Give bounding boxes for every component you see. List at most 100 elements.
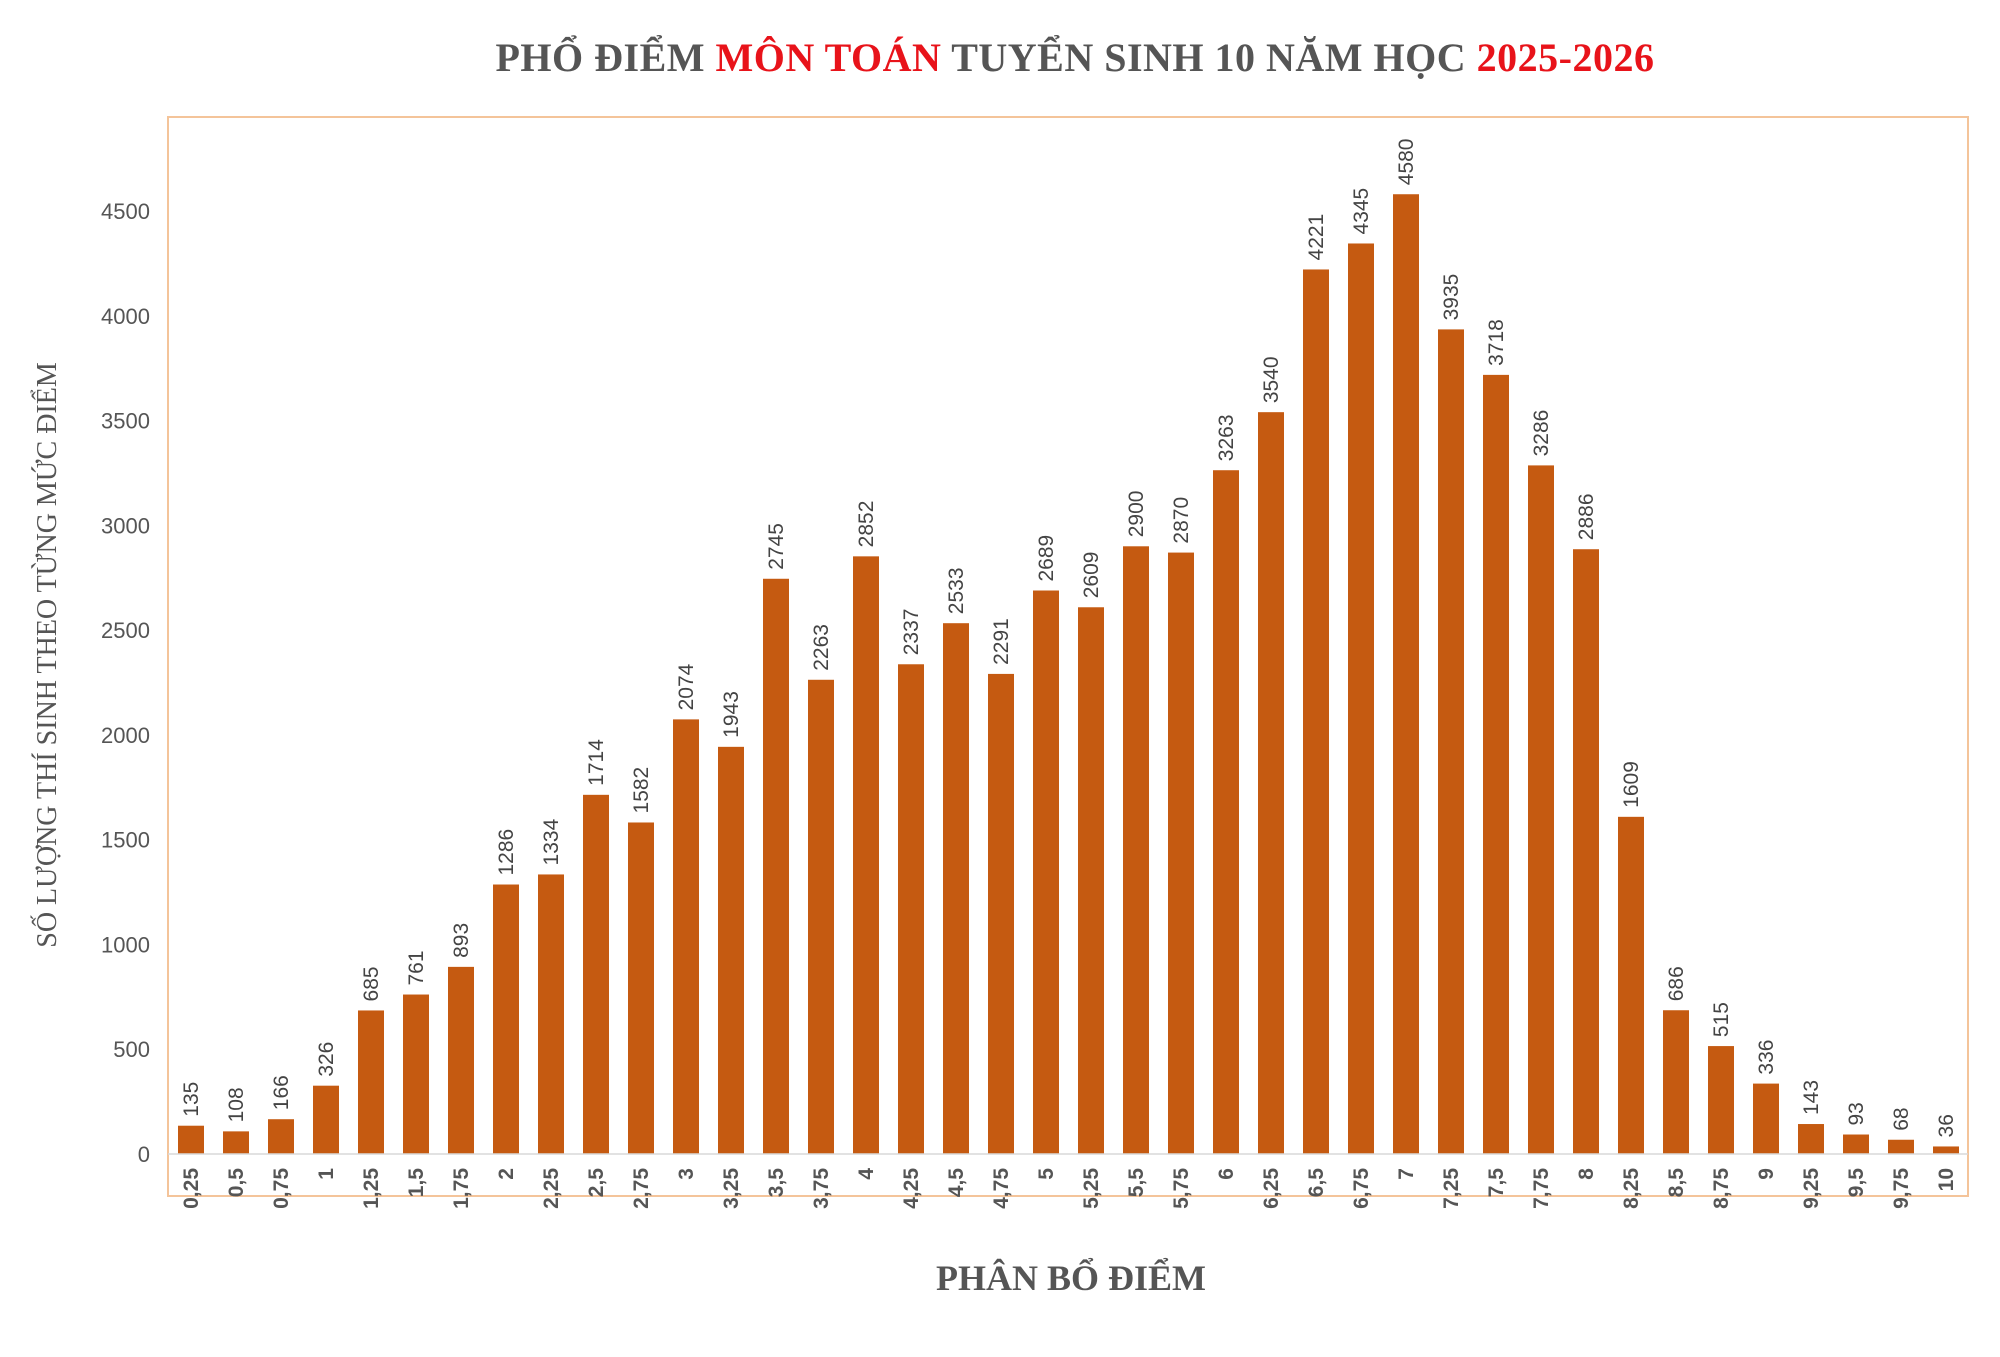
bar bbox=[1393, 194, 1419, 1155]
bar bbox=[1933, 1146, 1959, 1154]
bar bbox=[1753, 1083, 1779, 1154]
y-tick-label: 4000 bbox=[101, 304, 150, 329]
bar bbox=[403, 994, 429, 1154]
y-tick-label: 4500 bbox=[101, 199, 150, 224]
chart-title: PHỔ ĐIỂM MÔN TOÁN TUYỂN SINH 10 NĂM HỌC … bbox=[0, 34, 2000, 81]
bar bbox=[583, 794, 609, 1154]
x-tick-label: 7 bbox=[1395, 1168, 1418, 1180]
x-tick-label: 4,75 bbox=[990, 1168, 1013, 1209]
x-tick-label: 10 bbox=[1935, 1168, 1958, 1191]
bar bbox=[448, 966, 474, 1154]
bar bbox=[358, 1010, 384, 1154]
data-labels: 135 108 166 326 685 761 893 1286 1334 1714 1582 207… bbox=[180, 139, 1958, 1138]
data-label: 3935 bbox=[1440, 274, 1463, 321]
x-tick-label: 5,25 bbox=[1080, 1168, 1103, 1209]
x-tick-label: 8,5 bbox=[1665, 1168, 1688, 1198]
data-label: 2263 bbox=[810, 624, 833, 671]
x-tick-label: 3 bbox=[675, 1168, 698, 1180]
y-tick-label: 3000 bbox=[101, 513, 150, 538]
bar bbox=[628, 822, 654, 1154]
data-label: 1286 bbox=[495, 829, 518, 876]
bar bbox=[718, 746, 744, 1154]
data-label: 1334 bbox=[540, 818, 563, 865]
data-label: 2609 bbox=[1080, 552, 1103, 599]
data-label: 2337 bbox=[900, 609, 923, 656]
bar bbox=[313, 1085, 339, 1154]
data-label: 2852 bbox=[855, 501, 878, 548]
bar bbox=[988, 673, 1014, 1154]
y-axis-ticks: 0 500 1000 1500 2000 2500 3000 3500 4000 4500 bbox=[101, 199, 150, 1167]
bar bbox=[1708, 1046, 1734, 1154]
x-tick-label: 5 bbox=[1035, 1168, 1058, 1180]
data-label: 2870 bbox=[1170, 497, 1193, 544]
data-label: 2900 bbox=[1125, 491, 1148, 538]
title-part-3: TUYỂN SINH 10 NĂM HỌC bbox=[941, 35, 1477, 80]
x-tick-label: 0,25 bbox=[180, 1168, 203, 1209]
data-label: 108 bbox=[225, 1087, 248, 1122]
x-tick-label: 8,75 bbox=[1710, 1168, 1733, 1209]
x-tick-label: 9,75 bbox=[1890, 1168, 1913, 1209]
data-label: 1609 bbox=[1620, 761, 1643, 808]
y-tick-label: 3500 bbox=[101, 409, 150, 434]
x-tick-label: 6 bbox=[1215, 1168, 1238, 1180]
data-label: 761 bbox=[405, 950, 428, 985]
data-label: 68 bbox=[1890, 1107, 1913, 1130]
data-label: 4221 bbox=[1305, 214, 1328, 261]
bar bbox=[673, 719, 699, 1154]
data-label: 3718 bbox=[1485, 319, 1508, 366]
bar bbox=[178, 1125, 204, 1154]
bar bbox=[808, 679, 834, 1154]
x-tick-label: 4,25 bbox=[900, 1168, 923, 1209]
x-tick-label: 7,75 bbox=[1530, 1168, 1553, 1209]
bar bbox=[1663, 1010, 1689, 1154]
bar bbox=[1528, 465, 1554, 1154]
title-part-1: PHỔ ĐIỂM bbox=[495, 35, 716, 80]
bar bbox=[1168, 552, 1194, 1154]
x-tick-label: 6,75 bbox=[1350, 1168, 1373, 1209]
data-label: 3263 bbox=[1215, 415, 1238, 462]
data-label: 326 bbox=[315, 1042, 338, 1077]
title-subject: MÔN TOÁN bbox=[715, 35, 942, 80]
bar bbox=[223, 1131, 249, 1154]
x-axis-title: PHÂN BỔ ĐIỂM bbox=[936, 1257, 1206, 1298]
bar bbox=[763, 578, 789, 1154]
x-tick-label: 9,25 bbox=[1800, 1168, 1823, 1209]
x-tick-label: 2,75 bbox=[630, 1168, 653, 1209]
bars bbox=[178, 194, 1959, 1155]
x-tick-label: 3,5 bbox=[765, 1168, 788, 1198]
bar bbox=[943, 623, 969, 1154]
x-tick-label: 2,5 bbox=[585, 1168, 608, 1198]
x-axis-ticks: 0,25 0,5 0,75 1 1,25 1,5 1,75 2 2,25 2,5 2,75 3 3,25… bbox=[180, 1168, 1958, 1209]
bar bbox=[493, 884, 519, 1154]
data-label: 2074 bbox=[675, 663, 698, 710]
data-label: 1714 bbox=[585, 739, 608, 786]
data-label: 143 bbox=[1800, 1080, 1823, 1115]
x-tick-label: 2 bbox=[495, 1168, 518, 1180]
bar bbox=[538, 874, 564, 1154]
x-tick-label: 8 bbox=[1575, 1168, 1598, 1180]
x-tick-label: 4 bbox=[855, 1168, 878, 1180]
data-label: 2291 bbox=[990, 618, 1013, 665]
x-tick-label: 6,25 bbox=[1260, 1168, 1283, 1209]
bar bbox=[268, 1119, 294, 1154]
data-label: 2745 bbox=[765, 523, 788, 570]
x-tick-label: 1,75 bbox=[450, 1168, 473, 1209]
x-tick-label: 3,75 bbox=[810, 1168, 833, 1209]
x-tick-label: 5,75 bbox=[1170, 1168, 1193, 1209]
x-tick-label: 8,25 bbox=[1620, 1168, 1643, 1209]
bar bbox=[1483, 374, 1509, 1154]
bar bbox=[1348, 243, 1374, 1155]
x-tick-label: 9 bbox=[1755, 1168, 1778, 1180]
title-year: 2025-2026 bbox=[1476, 35, 1655, 80]
bar bbox=[898, 664, 924, 1154]
x-tick-label: 7,5 bbox=[1485, 1168, 1508, 1198]
y-tick-label: 2000 bbox=[101, 723, 150, 748]
data-label: 93 bbox=[1845, 1102, 1868, 1125]
x-tick-label: 1 bbox=[315, 1168, 338, 1180]
x-tick-label: 3,25 bbox=[720, 1168, 743, 1209]
plot-frame bbox=[167, 116, 1969, 1197]
data-label: 1582 bbox=[630, 767, 653, 814]
data-label: 3286 bbox=[1530, 410, 1553, 457]
x-tick-label: 9,5 bbox=[1845, 1168, 1868, 1198]
data-label: 4345 bbox=[1350, 188, 1373, 235]
